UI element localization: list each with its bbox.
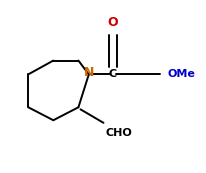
- Text: N: N: [84, 66, 94, 79]
- Text: OMe: OMe: [167, 69, 194, 79]
- Text: C: C: [108, 69, 117, 79]
- Text: CHO: CHO: [105, 128, 131, 138]
- Text: O: O: [107, 16, 118, 29]
